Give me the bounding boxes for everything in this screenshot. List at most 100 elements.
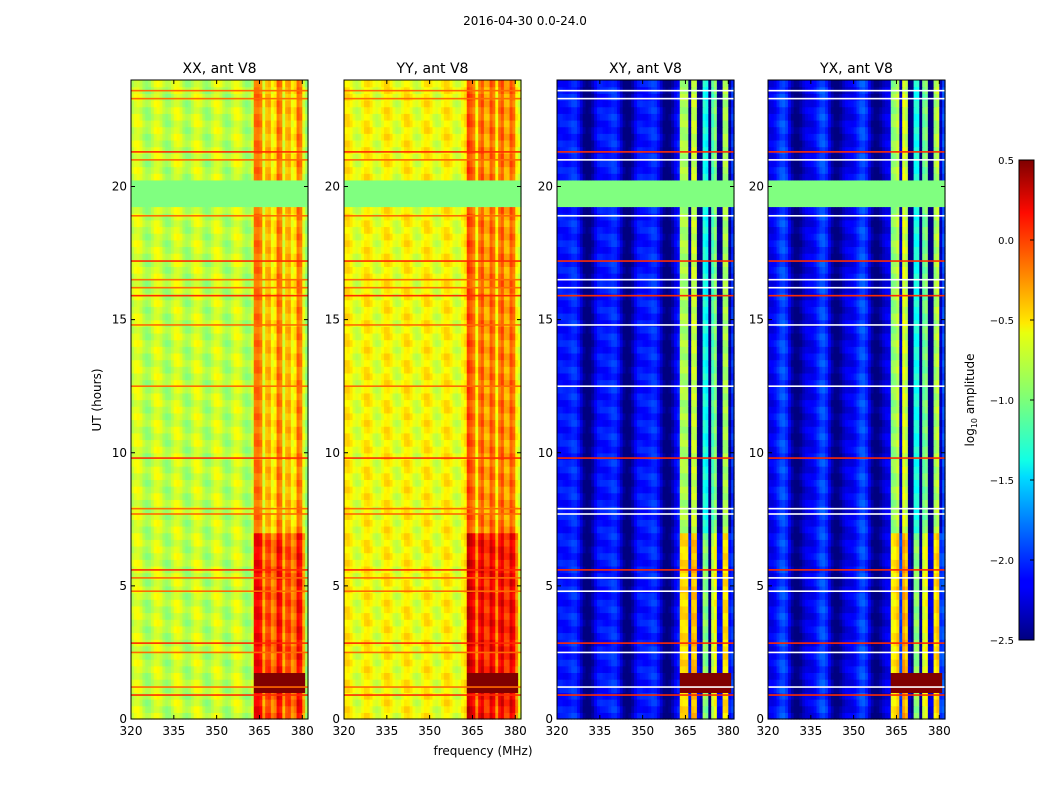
- heatmap-cell: [188, 645, 192, 654]
- heatmap-cell: [236, 559, 241, 567]
- heatmap-cell: [270, 406, 275, 414]
- heatmap-cell: [208, 426, 212, 434]
- heatmap-cell: [131, 352, 135, 361]
- heatmap-cell: [305, 352, 309, 361]
- heatmap-cell: [239, 499, 243, 507]
- heatmap-cell: [273, 579, 278, 587]
- heatmap-cell: [182, 486, 186, 494]
- heatmap-cell: [285, 372, 289, 381]
- heatmap-cell: [245, 506, 249, 514]
- heatmap-cell: [131, 632, 135, 640]
- heatmap-cell: [270, 579, 275, 587]
- heatmap-cell: [159, 659, 163, 667]
- heatmap-cell: [148, 372, 152, 381]
- heatmap-cell: [253, 459, 258, 467]
- heatmap-cell: [153, 645, 158, 654]
- heatmap-cell: [145, 705, 149, 713]
- heatmap-cell: [188, 692, 192, 700]
- heatmap-cell: [259, 712, 263, 720]
- heatmap-cell: [156, 492, 161, 500]
- heatmap-cell: [288, 379, 292, 387]
- heatmap-cell: [285, 412, 289, 421]
- heatmap-cell: [245, 659, 249, 667]
- heatmap-cell: [131, 299, 135, 307]
- heatmap-cell: [202, 446, 206, 454]
- heatmap-cell: [219, 492, 223, 500]
- heatmap-cell: [176, 659, 181, 667]
- heatmap-cell: [228, 459, 232, 467]
- heatmap-cell: [156, 359, 161, 367]
- heatmap-cell: [173, 499, 178, 507]
- heatmap-cell: [188, 665, 192, 674]
- heatmap-cell: [230, 299, 235, 307]
- heatmap-cell: [185, 625, 189, 634]
- heatmap-cell: [168, 699, 172, 707]
- heatmap-cell: [131, 392, 135, 401]
- heatmap-cell: [302, 512, 306, 520]
- heatmap-cell: [133, 432, 138, 441]
- heatmap-cell: [182, 379, 186, 387]
- heatmap-cell: [216, 612, 221, 620]
- heatmap-cell: [213, 479, 218, 487]
- heatmap-cell: [188, 499, 192, 507]
- heatmap-cell: [279, 386, 283, 394]
- heatmap-cell: [259, 299, 263, 307]
- heatmap-cell: [242, 532, 246, 540]
- heatmap-cell: [173, 632, 178, 640]
- heatmap-cell: [182, 426, 186, 434]
- heatmap-cell: [133, 452, 138, 461]
- heatmap-cell: [208, 539, 212, 547]
- heatmap-cell: [210, 486, 215, 494]
- heatmap-cell: [199, 712, 203, 720]
- heatmap-cell: [210, 685, 215, 693]
- heatmap-cell: [236, 499, 241, 507]
- heatmap-cell: [162, 659, 166, 667]
- heatmap-cell: [139, 339, 144, 347]
- heatmap-cell: [230, 279, 235, 287]
- heatmap-cell: [268, 659, 272, 667]
- heatmap-cell: [228, 619, 232, 627]
- heatmap-cell: [305, 699, 309, 707]
- heatmap-cell: [222, 592, 226, 600]
- heatmap-cell: [299, 519, 303, 527]
- heatmap-cell: [239, 326, 243, 334]
- heatmap-cell: [285, 339, 289, 347]
- heatmap-cell: [173, 412, 178, 421]
- heatmap-cell: [205, 439, 209, 447]
- heatmap-cell: [208, 312, 212, 321]
- heatmap-cell: [279, 519, 283, 527]
- heatmap-cell: [239, 559, 243, 567]
- heatmap-cell: [285, 366, 289, 374]
- heatmap-cell: [225, 512, 229, 520]
- heatmap-cell: [302, 392, 306, 401]
- heatmap-cell: [276, 619, 281, 627]
- heatmap-cell: [176, 612, 181, 620]
- heatmap-cell: [265, 339, 269, 347]
- heatmap-cell: [273, 685, 278, 693]
- heatmap-cell: [193, 406, 198, 414]
- heatmap-cell: [150, 332, 155, 341]
- heatmap-cell: [288, 306, 292, 314]
- heatmap-cell: [205, 359, 209, 367]
- heatmap-cell: [159, 712, 163, 720]
- heatmap-cell: [165, 392, 169, 401]
- heatmap-cell: [136, 466, 141, 474]
- heatmap-cell: [305, 632, 309, 640]
- heatmap-cell: [259, 486, 263, 494]
- heatmap-cell: [296, 286, 301, 294]
- heatmap-cell: [153, 326, 158, 334]
- heatmap-cell: [228, 452, 232, 461]
- heatmap-cell: [299, 552, 303, 560]
- heatmap-cell: [185, 605, 189, 614]
- heatmap-cell: [213, 605, 218, 614]
- heatmap-cell: [159, 645, 163, 654]
- heatmap-cell: [165, 432, 169, 441]
- heatmap-cell: [279, 652, 283, 660]
- heatmap-cell: [296, 665, 301, 674]
- heatmap-cell: [290, 645, 295, 654]
- heatmap-cell: [250, 392, 255, 401]
- heatmap-cell: [173, 679, 178, 687]
- heatmap-cell: [219, 532, 223, 540]
- heatmap-cell: [222, 359, 226, 367]
- heatmap-cell: [168, 359, 172, 367]
